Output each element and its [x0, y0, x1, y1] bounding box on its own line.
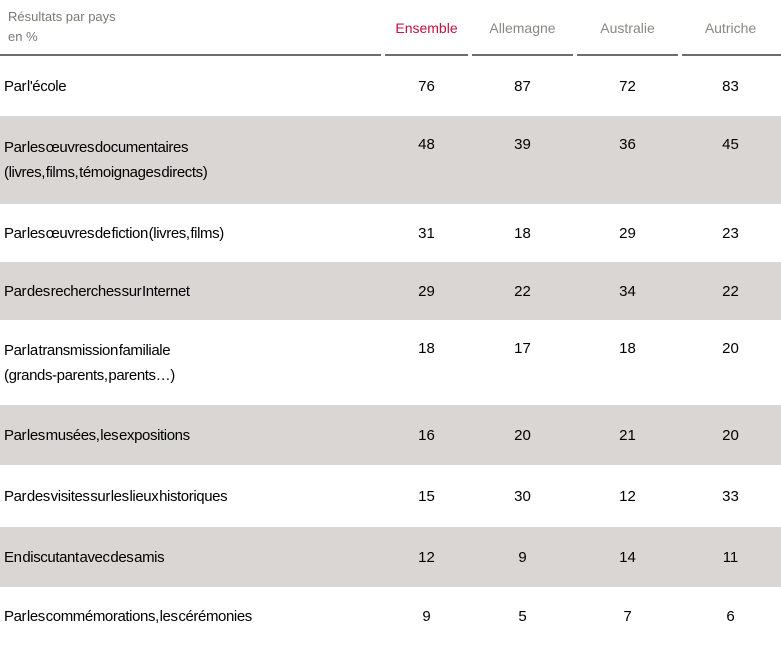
row-label: Par l'école [0, 56, 383, 116]
row-label-text: Par les commémorations, les cérémonies [4, 607, 252, 625]
value-allemagne: 17 [514, 340, 531, 357]
value-australie: 36 [619, 136, 636, 153]
value-allemagne: 20 [514, 426, 531, 444]
value-autriche: 33 [722, 487, 739, 505]
value-allemagne: 22 [514, 282, 531, 300]
value-allemagne: 18 [514, 224, 531, 242]
table-header: Résultats par pays en % Ensemble Allemag… [0, 0, 781, 56]
value-ensemble: 9 [422, 607, 431, 625]
row-label-text: En discutant avec des amis [4, 548, 165, 566]
row-label-text: Par les œuvres de fiction (livres, films… [4, 224, 224, 242]
column-header-allemagne: Allemagne [470, 0, 575, 56]
row-label-text: Par les œuvres documentaires [4, 139, 189, 156]
value-allemagne: 39 [514, 136, 531, 153]
value-autriche: 23 [722, 224, 739, 242]
column-header-australie: Australie [575, 0, 680, 56]
value-allemagne: 5 [518, 607, 527, 625]
value-autriche: 6 [726, 607, 735, 625]
value-ensemble: 18 [418, 340, 435, 357]
value-ensemble: 76 [418, 77, 435, 95]
value-australie: 14 [619, 548, 636, 566]
table-title: Résultats par pays en % [0, 0, 383, 56]
value-autriche: 22 [722, 282, 739, 300]
column-header-autriche: Autriche [680, 0, 781, 56]
table-row: En discutant avec des amis 12 9 14 11 [0, 527, 781, 587]
value-ensemble: 12 [418, 548, 435, 566]
table-row: Par des visites sur les lieux historique… [0, 465, 781, 527]
row-label-text: Par l'école [4, 77, 67, 95]
value-autriche: 11 [722, 548, 739, 566]
value-australie: 29 [619, 224, 636, 242]
table-row: Par les œuvres de fiction (livres, films… [0, 204, 781, 262]
row-label: Par les œuvres documentaires (livres, fi… [0, 116, 383, 204]
row-label-text: Par les musées, les expositions [4, 426, 190, 444]
value-ensemble: 29 [418, 282, 435, 300]
value-allemagne: 30 [514, 487, 531, 505]
table-row: Par les œuvres documentaires (livres, fi… [0, 116, 781, 204]
table-title-line2: en % [8, 29, 38, 44]
value-autriche: 83 [722, 77, 739, 95]
row-label-text: Par des recherches sur Internet [4, 282, 190, 300]
value-australie: 18 [619, 340, 636, 357]
value-autriche: 20 [722, 426, 739, 444]
value-allemagne: 87 [514, 77, 531, 95]
row-sublabel-text: (grands-parents, parents…) [4, 366, 175, 384]
value-australie: 21 [619, 426, 636, 444]
row-sublabel-text: (livres, films, témoignages directs) [4, 164, 208, 181]
value-allemagne: 9 [518, 548, 527, 566]
value-australie: 7 [623, 607, 632, 625]
table-row: Par les commémorations, les cérémonies 9… [0, 587, 781, 645]
table-row: Par la transmission familiale (grands-pa… [0, 320, 781, 405]
value-ensemble: 15 [418, 487, 435, 505]
value-australie: 72 [619, 77, 636, 95]
value-australie: 12 [619, 487, 636, 505]
row-label: Par des recherches sur Internet [0, 262, 383, 320]
row-label-text: Par la transmission familiale [4, 341, 171, 359]
column-header-ensemble: Ensemble [383, 0, 470, 56]
value-autriche: 45 [722, 136, 739, 153]
row-label: Par les musées, les expositions [0, 405, 383, 465]
row-label: Par la transmission familiale (grands-pa… [0, 320, 383, 405]
value-autriche: 20 [722, 340, 739, 357]
value-ensemble: 48 [418, 136, 435, 153]
value-ensemble: 31 [418, 224, 435, 242]
table-row: Par l'école 76 87 72 83 [0, 56, 781, 116]
table-title-line1: Résultats par pays [8, 9, 116, 24]
value-australie: 34 [619, 282, 636, 300]
row-label-text: Par des visites sur les lieux historique… [4, 487, 228, 505]
table-row: Par des recherches sur Internet 29 22 34… [0, 262, 781, 320]
row-label: En discutant avec des amis [0, 527, 383, 587]
table-row: Par les musées, les expositions 16 20 21… [0, 405, 781, 465]
value-ensemble: 16 [418, 426, 435, 444]
row-label: Par les commémorations, les cérémonies [0, 587, 383, 645]
row-label: Par les œuvres de fiction (livres, films… [0, 204, 383, 262]
row-label: Par des visites sur les lieux historique… [0, 465, 383, 527]
